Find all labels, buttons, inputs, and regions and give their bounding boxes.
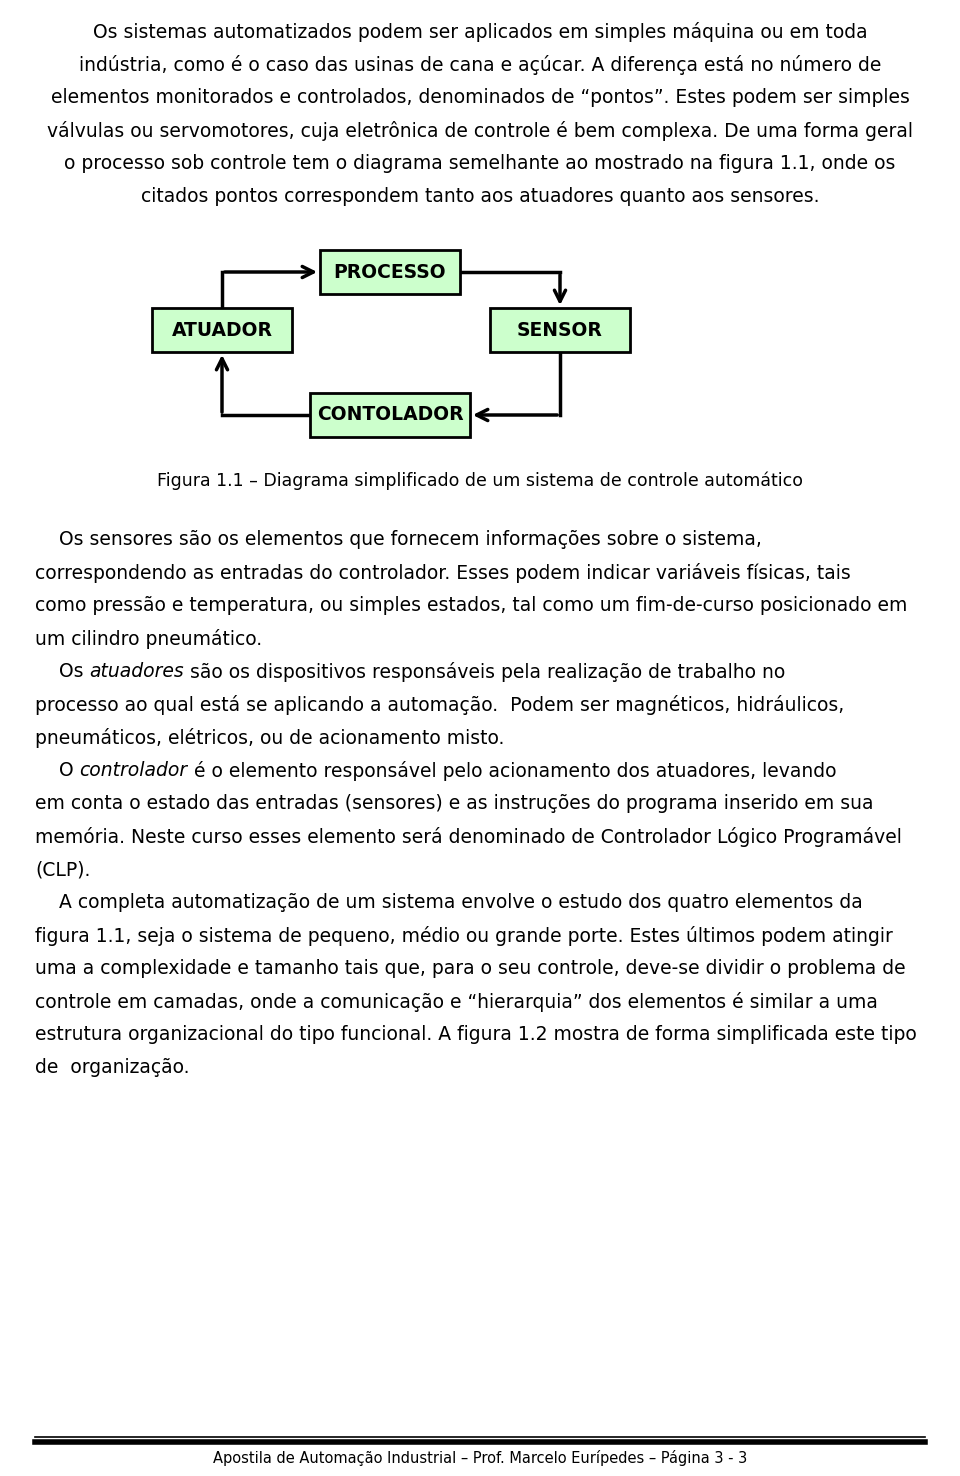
Text: indústria, como é o caso das usinas de cana e açúcar. A diferença está no número: indústria, como é o caso das usinas de c… xyxy=(79,55,881,75)
Text: memória. Neste curso esses elemento será denominado de Controlador Lógico Progra: memória. Neste curso esses elemento será… xyxy=(35,827,901,847)
Text: Os: Os xyxy=(35,663,89,680)
Text: Apostila de Automação Industrial – Prof. Marcelo Eurípedes – Página 3 - 3: Apostila de Automação Industrial – Prof.… xyxy=(213,1449,747,1466)
Text: Os sensores são os elementos que fornecem informações sobre o sistema,: Os sensores são os elementos que fornece… xyxy=(35,530,762,549)
Text: O: O xyxy=(35,762,80,779)
Text: como pressão e temperatura, ou simples estados, tal como um fim-de-curso posicio: como pressão e temperatura, ou simples e… xyxy=(35,596,907,615)
Text: elementos monitorados e controlados, denominados de “pontos”. Estes podem ser si: elementos monitorados e controlados, den… xyxy=(51,89,909,106)
Text: ATUADOR: ATUADOR xyxy=(172,320,273,339)
FancyBboxPatch shape xyxy=(490,308,630,351)
Text: uma a complexidade e tamanho tais que, para o seu controle, deve-se dividir o pr: uma a complexidade e tamanho tais que, p… xyxy=(35,959,905,979)
Text: SENSOR: SENSOR xyxy=(517,320,603,339)
Text: em conta o estado das entradas (sensores) e as instruções do programa inserido e: em conta o estado das entradas (sensores… xyxy=(35,794,874,813)
Text: PROCESSO: PROCESSO xyxy=(334,263,446,282)
Text: Figura 1.1 – Diagrama simplificado de um sistema de controle automático: Figura 1.1 – Diagrama simplificado de um… xyxy=(157,472,803,490)
Text: são os dispositivos responsáveis pela realização de trabalho no: são os dispositivos responsáveis pela re… xyxy=(184,663,785,682)
FancyBboxPatch shape xyxy=(320,249,460,294)
Text: citados pontos correspondem tanto aos atuadores quanto aos sensores.: citados pontos correspondem tanto aos at… xyxy=(141,187,819,207)
Text: figura 1.1, seja o sistema de pequeno, médio ou grande porte. Estes últimos pode: figura 1.1, seja o sistema de pequeno, m… xyxy=(35,925,893,946)
Text: estrutura organizacional do tipo funcional. A figura 1.2 mostra de forma simplif: estrutura organizacional do tipo funcion… xyxy=(35,1024,917,1044)
Text: um cilindro pneumático.: um cilindro pneumático. xyxy=(35,629,262,649)
Text: é o elemento responsável pelo acionamento dos atuadores, levando: é o elemento responsável pelo acionament… xyxy=(188,762,836,781)
Text: CONTOLADOR: CONTOLADOR xyxy=(317,406,464,425)
Text: (CLP).: (CLP). xyxy=(35,861,90,880)
Text: controle em camadas, onde a comunicação e “hierarquia” dos elementos é similar a: controle em camadas, onde a comunicação … xyxy=(35,992,877,1013)
Text: válvulas ou servomotores, cuja eletrônica de controle é bem complexa. De uma for: válvulas ou servomotores, cuja eletrônic… xyxy=(47,121,913,142)
Text: processo ao qual está se aplicando a automação.  Podem ser magnéticos, hidráulic: processo ao qual está se aplicando a aut… xyxy=(35,695,844,714)
FancyBboxPatch shape xyxy=(310,393,470,437)
Text: correspondendo as entradas do controlador. Esses podem indicar variáveis físicas: correspondendo as entradas do controlado… xyxy=(35,562,851,583)
Text: Os sistemas automatizados podem ser aplicados em simples máquina ou em toda: Os sistemas automatizados podem ser apli… xyxy=(93,22,867,41)
Text: atuadores: atuadores xyxy=(89,663,184,680)
FancyBboxPatch shape xyxy=(152,308,292,351)
Text: pneumáticos, elétricos, ou de acionamento misto.: pneumáticos, elétricos, ou de acionament… xyxy=(35,728,504,748)
Text: A completa automatização de um sistema envolve o estudo dos quatro elementos da: A completa automatização de um sistema e… xyxy=(35,893,863,912)
Text: controlador: controlador xyxy=(80,762,188,779)
Text: o processo sob controle tem o diagrama semelhante ao mostrado na figura 1.1, ond: o processo sob controle tem o diagrama s… xyxy=(64,154,896,173)
Text: de  organização.: de organização. xyxy=(35,1058,189,1077)
